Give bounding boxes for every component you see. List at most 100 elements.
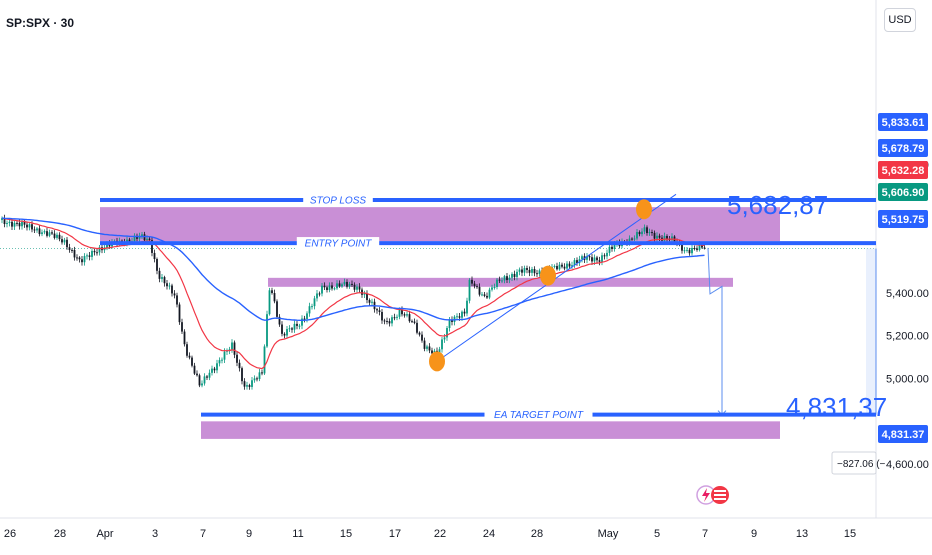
candle-body: [198, 375, 201, 386]
candle-body: [476, 286, 478, 288]
level-label-bg: [303, 193, 373, 206]
x-tick-label: 13: [796, 528, 808, 540]
candle-body: [516, 271, 518, 277]
candle-body: [348, 283, 351, 287]
candle-body: [381, 311, 383, 321]
candle-body: [663, 236, 666, 241]
candle-body: [341, 284, 343, 287]
candle-body: [423, 340, 426, 349]
ema-fast-line: [1, 217, 705, 370]
candle-body: [238, 362, 241, 369]
candle-body: [681, 243, 683, 251]
candle-body: [493, 286, 496, 288]
candle-body: [563, 266, 566, 269]
candle-body: [428, 346, 431, 351]
candle-body: [313, 298, 316, 307]
candle-body: [521, 269, 523, 273]
candle-body: [593, 257, 596, 262]
price-label: 5,606.90: [882, 187, 925, 199]
candle-body: [601, 255, 603, 262]
candle-body: [588, 256, 591, 258]
candle-body: [363, 293, 366, 295]
x-tick-label: Apr: [96, 528, 113, 540]
candle-body: [378, 310, 381, 312]
candle-body: [488, 289, 491, 298]
candle-body: [586, 256, 588, 260]
candle-body: [213, 368, 216, 371]
candle-body: [246, 385, 248, 387]
candle-body: [33, 229, 36, 231]
candle-body: [153, 252, 156, 260]
candle-body: [581, 256, 583, 260]
candle-body: [611, 246, 613, 249]
candle-body: [201, 383, 203, 386]
candle-body: [491, 287, 493, 290]
signal-marker: [429, 351, 445, 372]
candle-body: [288, 328, 291, 330]
x-tick-label: 17: [389, 528, 401, 540]
currency-button[interactable]: USD: [884, 8, 916, 32]
candle-body: [68, 247, 71, 250]
candle-body: [143, 234, 146, 241]
candle-body: [501, 280, 503, 282]
candle-body: [553, 266, 556, 268]
candle-body: [571, 265, 573, 267]
candle-body: [396, 316, 398, 318]
lightning-bolt-icon: [702, 488, 710, 502]
candle-body: [83, 256, 86, 263]
y-tick-label: 5,000.00: [886, 374, 929, 386]
candle-body: [338, 283, 341, 287]
candle-body: [408, 314, 411, 322]
candle-body: [566, 263, 568, 269]
candle-body: [221, 359, 223, 361]
candle-body: [648, 232, 651, 234]
candle-body: [96, 252, 98, 254]
price-label: 5,678.79: [882, 143, 925, 155]
candle-body: [531, 269, 533, 273]
candle-body: [321, 285, 323, 294]
stop-loss-zone: [100, 207, 780, 242]
x-tick-label: 7: [200, 528, 206, 540]
level-label: STOP LOSS: [310, 195, 366, 206]
candle-body: [398, 309, 401, 317]
candle-body: [431, 350, 433, 354]
candle-body: [13, 222, 16, 227]
candle-body: [608, 246, 611, 253]
candle-body: [403, 314, 406, 316]
candle-body: [263, 346, 266, 374]
candle-body: [498, 279, 501, 281]
candle-body: [606, 252, 608, 257]
candle-body: [483, 294, 486, 296]
candle-body: [443, 337, 446, 340]
candle-body: [91, 250, 93, 257]
candle-body: [181, 322, 183, 332]
candle-body: [503, 276, 506, 281]
candle-body: [301, 318, 303, 326]
candle-body: [196, 373, 198, 376]
price-label-box: [878, 425, 928, 443]
candle-body: [691, 248, 693, 254]
x-tick-label: 7: [702, 528, 708, 540]
candle-body: [456, 316, 458, 318]
candle-body: [448, 319, 451, 329]
candle-body: [41, 232, 43, 235]
candle-body: [306, 313, 308, 319]
candle-body: [468, 279, 471, 301]
candle-body: [358, 286, 361, 290]
candle-body: [523, 268, 526, 273]
candle-body: [163, 277, 166, 284]
candle-body: [28, 224, 31, 228]
candle-body: [406, 314, 408, 316]
candle-body: [266, 314, 268, 347]
candle-body: [31, 224, 33, 230]
candle-body: [188, 355, 191, 358]
candle-body: [471, 279, 473, 284]
candle-body: [346, 281, 348, 287]
price-label-box: [878, 139, 928, 157]
candle-body: [421, 334, 423, 341]
flag-stripe-icon: [714, 498, 726, 500]
candle-body: [366, 293, 368, 301]
candles: [1, 214, 706, 390]
